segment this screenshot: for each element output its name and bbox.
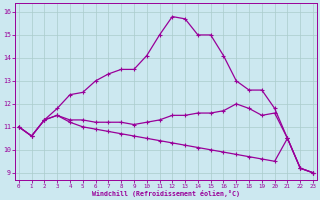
X-axis label: Windchill (Refroidissement éolien,°C): Windchill (Refroidissement éolien,°C) [92, 190, 240, 197]
